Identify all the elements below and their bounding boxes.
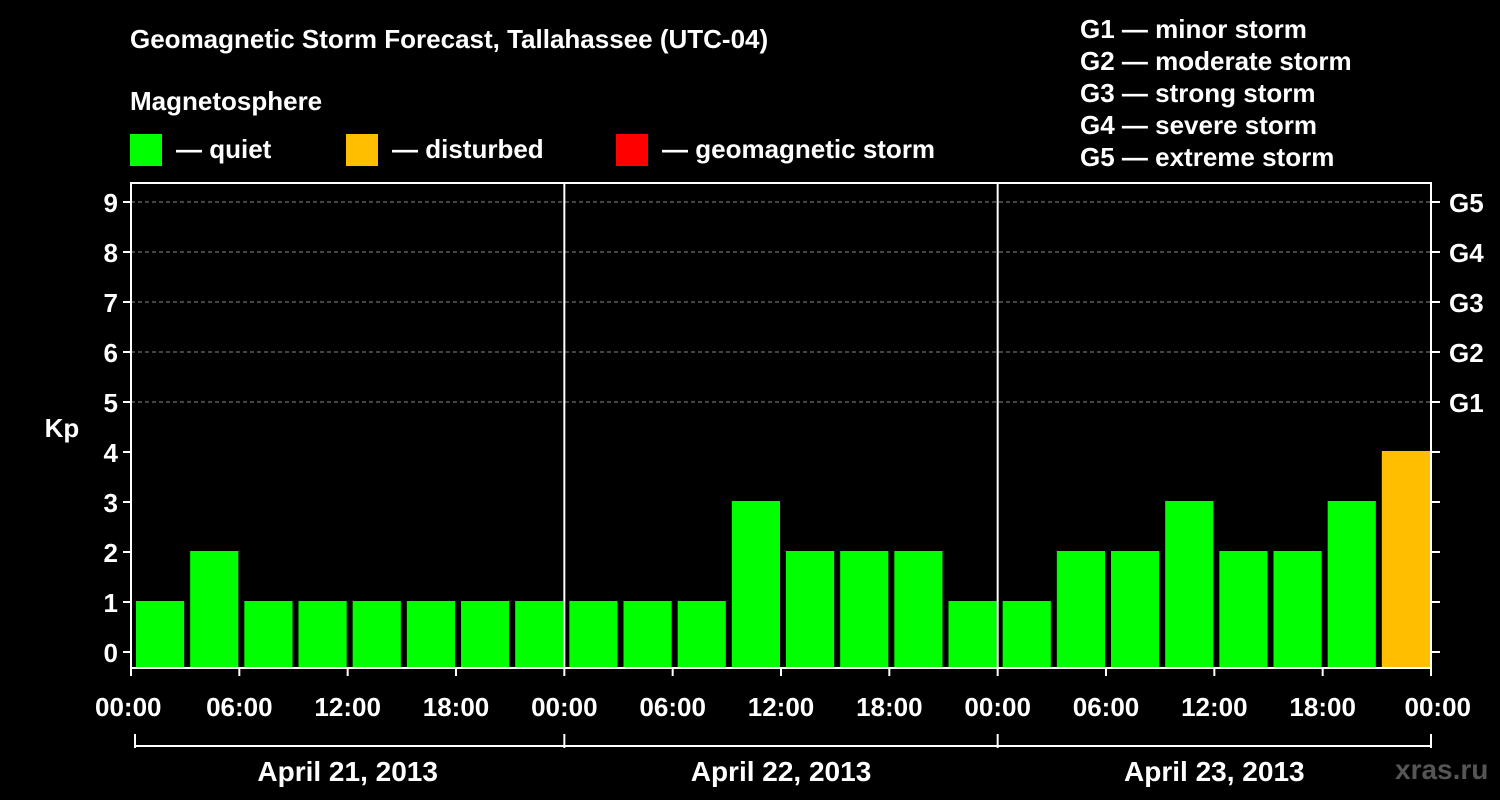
y-tick-label: 7 [104,288,118,318]
kp-bar [136,601,185,668]
x-tick-label: 00:00 [1405,692,1472,722]
x-tick-label: 12:00 [748,692,815,722]
storm-level-tick-label: G1 [1449,388,1484,418]
y-tick-label: 4 [104,438,119,468]
y-tick-label: 9 [104,188,118,218]
x-tick-label: 00:00 [964,692,1031,722]
x-tick-label: 06:00 [639,692,706,722]
storm-level-g4: G4 — severe storm [1080,110,1318,140]
kp-bar [298,601,347,668]
x-tick-label: 18:00 [423,692,490,722]
kp-bar [948,601,997,668]
x-tick-label: 18:00 [1289,692,1356,722]
x-tick-label: 12:00 [1181,692,1248,722]
kp-bar [840,551,889,668]
y-axis-label: Kp [45,413,80,443]
y-tick-label: 8 [104,238,118,268]
kp-bar [623,601,672,668]
legend-label-quiet: — quiet [176,134,272,164]
kp-bar [352,601,401,668]
x-tick-label: 12:00 [314,692,381,722]
legend-heading: Magnetosphere [130,86,323,116]
y-tick-label: 3 [104,488,118,518]
storm-level-tick-label: G5 [1449,188,1484,218]
storm-level-tick-label: G4 [1449,238,1484,268]
x-tick-label: 06:00 [206,692,273,722]
legend-swatch-disturbed [346,134,378,166]
legend-swatch-quiet [130,134,162,166]
kp-bar [244,601,293,668]
kp-bar [190,551,239,668]
kp-bar [1381,451,1430,668]
kp-bar [894,551,943,668]
storm-level-tick-label: G2 [1449,338,1484,368]
y-tick-label: 5 [104,388,118,418]
kp-bar [515,601,564,668]
kp-bar [1219,551,1268,668]
kp-bar [731,501,780,668]
kp-bar [569,601,618,668]
storm-level-g2: G2 — moderate storm [1080,46,1352,76]
kp-bar [461,601,510,668]
kp-bar [1165,501,1214,668]
kp-bar [1273,551,1322,668]
kp-bar [1002,601,1051,668]
kp-bar [406,601,455,668]
y-tick-label: 0 [104,638,118,668]
storm-level-g3: G3 — strong storm [1080,78,1316,108]
storm-level-g1: G1 — minor storm [1080,14,1307,44]
kp-bar [1327,501,1376,668]
chart-title: Geomagnetic Storm Forecast, Tallahassee … [130,24,769,54]
day-label: April 22, 2013 [691,756,872,787]
kp-bar [786,551,835,668]
x-tick-label: 00:00 [531,692,598,722]
day-label: April 21, 2013 [257,756,438,787]
legend-swatch-storm [616,134,648,166]
kp-bar [1111,551,1160,668]
x-tick-label: 06:00 [1073,692,1140,722]
kp-bar [677,601,726,668]
y-tick-label: 2 [104,538,118,568]
legend-label-disturbed: — disturbed [392,134,544,164]
kp-bar [1056,551,1105,668]
storm-level-g5: G5 — extreme storm [1080,142,1335,172]
x-tick-label: 18:00 [856,692,923,722]
storm-level-tick-label: G3 [1449,288,1484,318]
y-tick-label: 1 [104,588,118,618]
legend-label-storm: — geomagnetic storm [662,134,936,164]
x-tick-label: 00:00 [95,692,162,722]
y-tick-label: 6 [104,338,118,368]
watermark: xras.ru [1395,754,1489,785]
day-label: April 23, 2013 [1124,756,1305,787]
